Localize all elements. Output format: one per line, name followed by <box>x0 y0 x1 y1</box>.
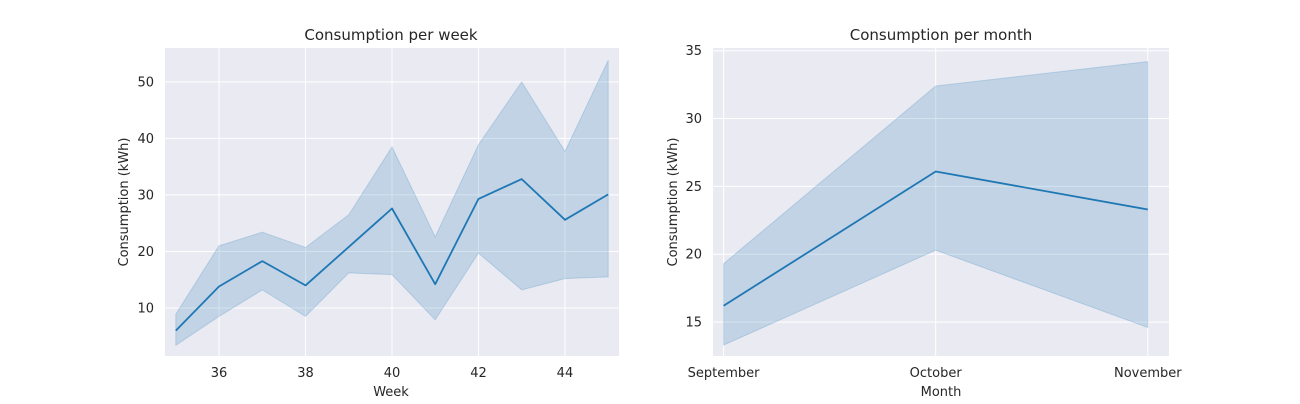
data-point <box>391 207 394 210</box>
data-point <box>347 245 350 248</box>
chart-consumption-per-month: Consumption per month Month Consumption … <box>666 26 1182 400</box>
data-point <box>563 218 566 221</box>
x-tick-label: September <box>688 366 761 381</box>
x-tick-label: November <box>1114 366 1182 381</box>
x-axis-label: Week <box>373 385 409 400</box>
chart-title: Consumption per month <box>850 26 1032 44</box>
y-tick-label: 30 <box>137 188 154 203</box>
y-axis-label: Consumption (kWh) <box>666 138 681 267</box>
confidence-band <box>723 61 1149 346</box>
x-tick-label: October <box>910 366 963 381</box>
x-tick-label: 40 <box>384 366 401 381</box>
series-line <box>175 178 609 332</box>
data-point <box>261 260 264 263</box>
data-point <box>607 193 610 196</box>
x-tick-label: 36 <box>211 366 228 381</box>
data-point <box>304 284 307 287</box>
y-tick-label: 35 <box>685 44 702 59</box>
y-tick-label: 20 <box>685 248 702 263</box>
y-tick-label: 50 <box>137 75 154 90</box>
data-point <box>218 285 221 288</box>
chart-consumption-per-week: Consumption per week Week Consumption (k… <box>117 26 619 400</box>
data-point <box>477 197 480 200</box>
data-point <box>934 170 937 173</box>
series-line <box>723 170 1148 307</box>
y-tick-label: 40 <box>137 132 154 147</box>
y-tick-label: 20 <box>137 245 154 260</box>
x-tick-label: 38 <box>297 366 314 381</box>
data-point <box>1146 208 1149 211</box>
x-tick-label: 44 <box>557 366 574 381</box>
x-axis-label: Month <box>921 385 962 400</box>
y-axis-label: Consumption (kWh) <box>117 138 132 267</box>
x-tick-label: 42 <box>470 366 487 381</box>
gridlines <box>165 48 619 356</box>
y-tick-label: 30 <box>685 112 702 127</box>
data-point <box>434 283 437 286</box>
chart-title: Consumption per week <box>304 26 478 44</box>
data-point <box>174 329 177 332</box>
y-tick-label: 15 <box>685 316 702 331</box>
plot-area <box>713 48 1169 356</box>
data-point <box>520 178 523 181</box>
data-point <box>722 304 725 307</box>
y-tick-label: 10 <box>137 301 154 316</box>
gridlines <box>713 48 1169 356</box>
y-tick-label: 25 <box>685 180 702 195</box>
